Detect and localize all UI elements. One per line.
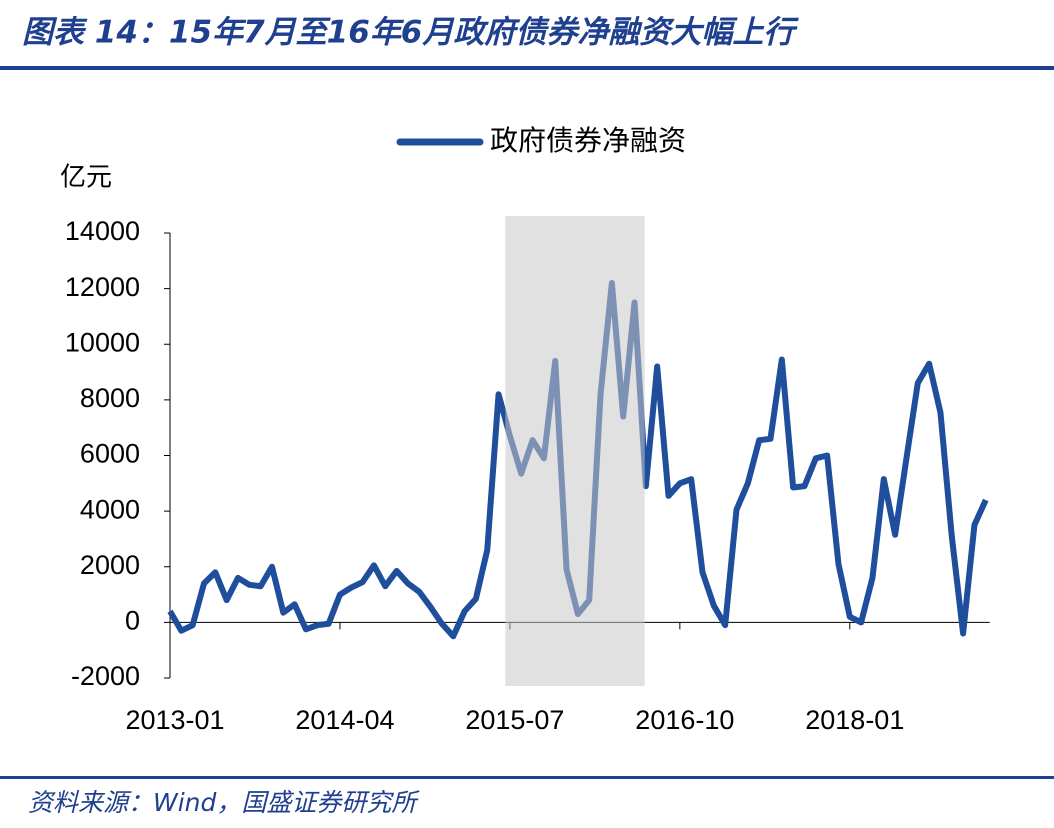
x-tick-label: 2014-04 <box>295 705 394 735</box>
y-tick-label: 14000 <box>65 216 140 246</box>
source-note: 资料来源：Wind，国盛证券研究所 <box>28 788 420 817</box>
y-axis-label: 亿元 <box>60 163 112 193</box>
y-tick-label: -2000 <box>71 661 140 691</box>
y-tick-label: 10000 <box>65 327 140 357</box>
x-tick-label: 2016-10 <box>635 705 734 735</box>
chart-title: 图表 14：15年7月至16年6月政府债券净融资大幅上行 <box>22 15 799 51</box>
y-tick-label: 8000 <box>80 383 140 413</box>
x-tick-label: 2018-01 <box>805 705 904 735</box>
x-tick-label: 2015-07 <box>465 705 564 735</box>
y-tick-label: 2000 <box>80 550 140 580</box>
footer-rule <box>0 776 1054 779</box>
y-tick-label: 4000 <box>80 494 140 524</box>
y-tick-label: 6000 <box>80 439 140 469</box>
x-tick-label: 2013-01 <box>125 705 224 735</box>
legend-label: 政府债券净融资 <box>490 124 686 157</box>
header-rule <box>0 66 1054 70</box>
y-tick-label: 0 <box>125 606 140 636</box>
highlight-band <box>505 216 645 686</box>
y-tick-label: 12000 <box>65 272 140 302</box>
